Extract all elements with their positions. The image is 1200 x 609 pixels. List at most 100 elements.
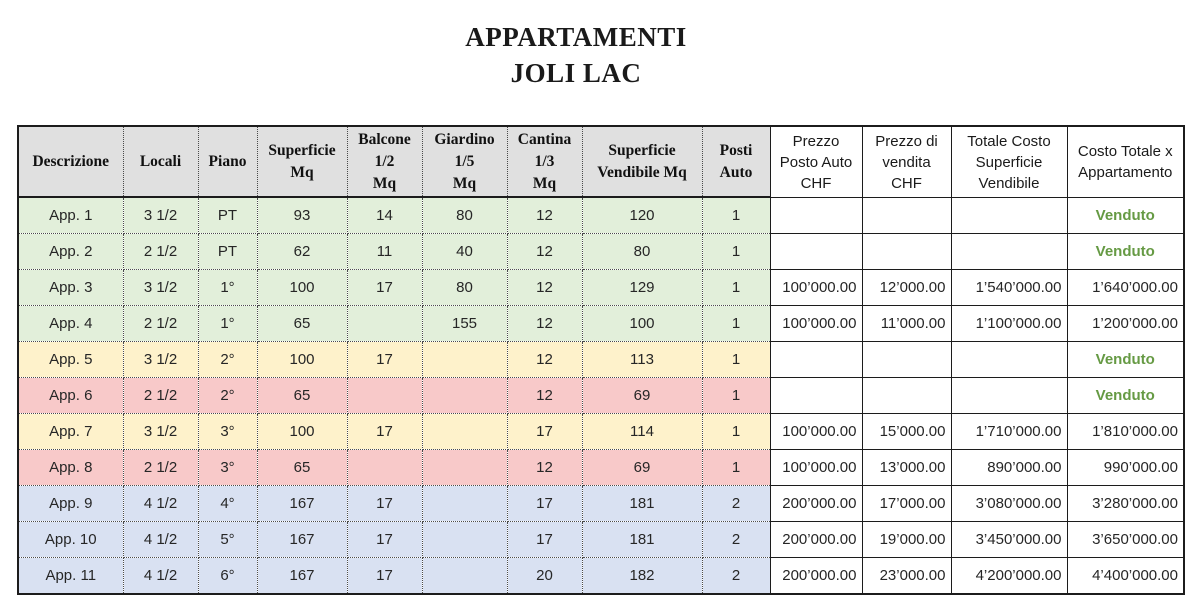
posti-auto-cell: 1 (701, 196, 771, 235)
giardino-mq-cell: 155 (421, 305, 508, 343)
prezzo-posto-auto-cell: 100’000.00 (769, 305, 863, 343)
posti-auto-cell: 1 (701, 377, 771, 415)
prezzo-di-vendita-cell: 12’000.00 (861, 269, 952, 307)
prezzo-posto-auto-cell (769, 341, 863, 379)
locali-cell: 3 1/2 (122, 413, 199, 451)
cantina-mq-cell: 12 (506, 377, 583, 415)
balcone-mq-cell: 17 (346, 521, 423, 559)
posti-auto-cell: 1 (701, 233, 771, 271)
superficie-mq-cell: 65 (256, 305, 348, 343)
prezzo-di-vendita-cell: 19’000.00 (861, 521, 952, 559)
cantina-mq-cell: 17 (506, 521, 583, 559)
giardino-mq-cell (421, 413, 508, 451)
column-header-piano: Piano (197, 125, 258, 199)
prezzo-posto-auto-cell: 100’000.00 (769, 449, 863, 487)
costo-totale-appartamento-cell: Venduto (1066, 196, 1185, 235)
cantina-mq-cell: 17 (506, 413, 583, 451)
table-row: App. 10 4 1/2 5° 167 17 17 181 2 200’000.00 19’00… (17, 521, 1185, 559)
giardino-mq-cell (421, 485, 508, 523)
title-line-2: JOLI LAC (510, 57, 642, 88)
costo-totale-appartamento-cell: Venduto (1066, 341, 1185, 379)
locali-cell: 4 1/2 (122, 485, 199, 523)
superficie-vendibile-cell: 100 (581, 305, 703, 343)
piano-cell: 1° (197, 269, 258, 307)
giardino-mq-cell (421, 377, 508, 415)
totale-costo-superficie-cell: 3’080’000.00 (950, 485, 1068, 523)
cantina-mq-cell: 17 (506, 485, 583, 523)
descrizione-cell: App. 5 (17, 341, 124, 379)
cantina-mq-cell: 12 (506, 341, 583, 379)
superficie-mq-cell: 100 (256, 341, 348, 379)
column-header-costo-totale: Costo Totale x Appartamento (1066, 125, 1185, 198)
prezzo-di-vendita-cell (861, 196, 952, 235)
superficie-mq-cell: 65 (256, 449, 348, 487)
cantina-mq-cell: 12 (506, 449, 583, 487)
prezzo-di-vendita-cell (861, 341, 952, 379)
posti-auto-cell: 2 (701, 521, 771, 559)
piano-cell: 4° (197, 485, 258, 523)
descrizione-cell: App. 8 (17, 449, 124, 487)
column-header-balcone-mq: Balcone 1/2 Mq (346, 125, 423, 199)
totale-costo-superficie-cell (950, 377, 1068, 415)
posti-auto-cell: 1 (701, 413, 771, 451)
piano-cell: 5° (197, 521, 258, 559)
descrizione-cell: App. 3 (17, 269, 124, 307)
posti-auto-cell: 1 (701, 305, 771, 343)
prezzo-posto-auto-cell: 200’000.00 (769, 521, 863, 559)
giardino-mq-cell (421, 557, 508, 595)
locali-cell: 2 1/2 (122, 377, 199, 415)
descrizione-cell: App. 1 (17, 196, 124, 235)
balcone-mq-cell: 17 (346, 485, 423, 523)
locali-cell: 4 1/2 (122, 521, 199, 559)
superficie-vendibile-cell: 69 (581, 449, 703, 487)
giardino-mq-cell: 80 (421, 269, 508, 307)
locali-cell: 3 1/2 (122, 341, 199, 379)
giardino-mq-cell: 40 (421, 233, 508, 271)
superficie-mq-cell: 167 (256, 557, 348, 595)
superficie-vendibile-cell: 181 (581, 521, 703, 559)
balcone-mq-cell: 17 (346, 341, 423, 379)
costo-totale-appartamento-cell: 4’400’000.00 (1066, 557, 1185, 595)
totale-costo-superficie-cell (950, 341, 1068, 379)
descrizione-cell: App. 10 (17, 521, 124, 559)
column-header-cantina-mq: Cantina 1/3 Mq (506, 125, 583, 199)
balcone-mq-cell: 17 (346, 557, 423, 595)
column-header-prezzo-posto-auto: Prezzo Posto Auto CHF (769, 125, 863, 198)
superficie-mq-cell: 62 (256, 233, 348, 271)
balcone-mq-cell: 14 (346, 196, 423, 235)
cantina-mq-cell: 12 (506, 305, 583, 343)
prezzo-posto-auto-cell: 200’000.00 (769, 557, 863, 595)
giardino-mq-cell (421, 449, 508, 487)
column-header-superficie-mq: Superficie Mq (256, 125, 348, 199)
costo-totale-appartamento-cell: Venduto (1066, 233, 1185, 271)
piano-cell: 3° (197, 449, 258, 487)
piano-cell: 6° (197, 557, 258, 595)
superficie-vendibile-cell: 69 (581, 377, 703, 415)
descrizione-cell: App. 9 (17, 485, 124, 523)
giardino-mq-cell (421, 521, 508, 559)
superficie-mq-cell: 65 (256, 377, 348, 415)
column-header-descrizione: Descrizione (17, 125, 124, 199)
piano-cell: 2° (197, 341, 258, 379)
posti-auto-cell: 1 (701, 449, 771, 487)
totale-costo-superficie-cell: 1’100’000.00 (950, 305, 1068, 343)
totale-costo-superficie-cell (950, 233, 1068, 271)
column-header-superficie-vendibile: Superficie Vendibile Mq (581, 125, 703, 199)
posti-auto-cell: 1 (701, 341, 771, 379)
prezzo-posto-auto-cell: 100’000.00 (769, 413, 863, 451)
superficie-mq-cell: 100 (256, 269, 348, 307)
balcone-mq-cell: 17 (346, 269, 423, 307)
costo-totale-appartamento-cell: 1’200’000.00 (1066, 305, 1185, 343)
piano-cell: 2° (197, 377, 258, 415)
superficie-vendibile-cell: 80 (581, 233, 703, 271)
totale-costo-superficie-cell (950, 196, 1068, 235)
superficie-vendibile-cell: 181 (581, 485, 703, 523)
column-header-giardino-mq: Giardino 1/5 Mq (421, 125, 508, 199)
